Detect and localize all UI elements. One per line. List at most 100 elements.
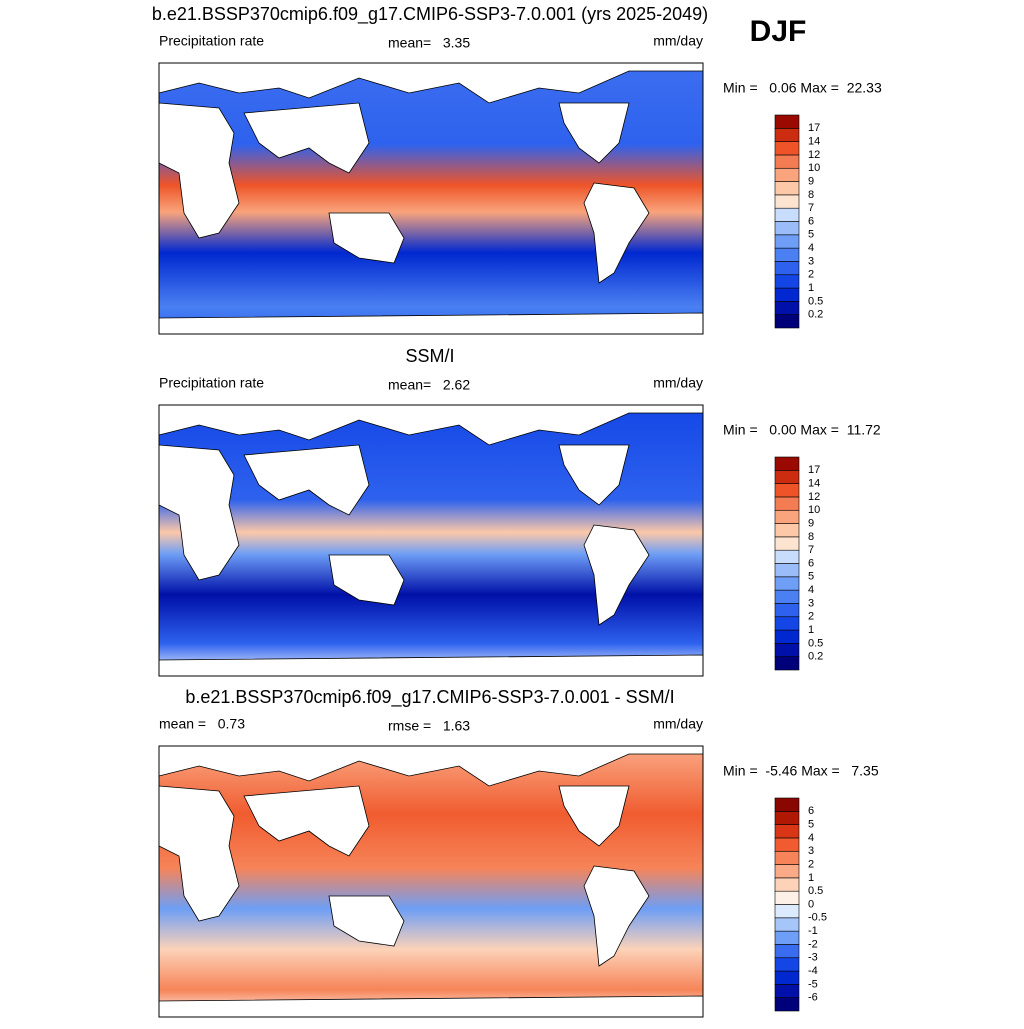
colorbar-label: 5	[808, 819, 814, 831]
colorbar-label: 14	[808, 478, 820, 490]
colorbar-label: -0.5	[808, 912, 827, 924]
colorbar-label: 2	[808, 269, 814, 281]
colorbar-box	[774, 301, 800, 315]
colorbar-box	[774, 128, 800, 142]
colorbar-box	[774, 523, 800, 538]
colorbar-box	[774, 563, 800, 578]
right-label: mm/day	[653, 33, 703, 49]
colorbar-label: -3	[808, 952, 818, 964]
left-label: Precipitation rate	[159, 33, 264, 49]
colorbar-box	[774, 629, 800, 644]
colorbar-label: 9	[808, 175, 814, 187]
colorbar-label: 6	[808, 557, 814, 569]
colorbar-label: 17	[808, 464, 820, 476]
min-max: Min = 0.06 Max = 22.33	[723, 80, 882, 96]
colorbar-label: 10	[808, 162, 820, 174]
colorbar-label: 0	[808, 898, 814, 910]
colorbar-box	[774, 877, 800, 892]
colorbar-box	[774, 797, 800, 812]
colorbar-box	[774, 141, 800, 156]
colorbar-label: 1	[808, 282, 814, 294]
colorbar-box	[774, 483, 800, 498]
colorbar-label: 7	[808, 544, 814, 556]
colorbar-box	[774, 643, 800, 657]
colorbar-label: 4	[808, 584, 814, 596]
colorbar-box	[774, 114, 800, 129]
colorbar-box	[774, 536, 800, 551]
colorbar-box	[774, 470, 800, 484]
colorbar-box	[774, 864, 800, 879]
colorbar-label: 0.2	[808, 651, 823, 663]
colorbar-label: -5	[808, 978, 818, 990]
land	[158, 785, 240, 922]
colorbar-box	[774, 837, 800, 852]
land	[243, 785, 370, 857]
colorbar-label: 2	[808, 611, 814, 623]
land	[158, 404, 704, 446]
land	[328, 554, 405, 606]
colorbar-box	[774, 496, 800, 511]
land	[328, 895, 405, 947]
colorbar-box	[774, 247, 800, 262]
panel-title: b.e21.BSSP370cmip6.f09_g17.CMIP6-SSP3-7.…	[152, 4, 708, 25]
map-frame	[158, 745, 704, 1018]
land	[158, 102, 240, 239]
map	[158, 404, 704, 677]
land	[158, 444, 240, 581]
center-label: mean= 3.35	[388, 35, 470, 51]
land	[558, 102, 630, 164]
colorbar-box	[774, 234, 800, 249]
center-label: rmse = 1.63	[388, 718, 470, 734]
colorbar-box	[774, 549, 800, 564]
colorbar-label: -1	[808, 925, 818, 937]
panel-title: b.e21.BSSP370cmip6.f09_g17.CMIP6-SSP3-7.…	[185, 687, 674, 708]
land	[583, 865, 650, 967]
colorbar-label: 7	[808, 202, 814, 214]
colorbar-box	[774, 314, 800, 329]
land	[558, 444, 630, 506]
colorbar-label: 0.5	[808, 637, 823, 649]
colorbar-box	[774, 207, 800, 222]
min-max: Min = 0.00 Max = 11.72	[723, 422, 881, 438]
colorbar-box	[774, 154, 800, 169]
colorbar-label: 3	[808, 597, 814, 609]
colorbar-box	[774, 456, 800, 471]
colorbar-box	[774, 917, 800, 932]
colorbar-box	[774, 261, 800, 276]
colorbar-label: 10	[808, 504, 820, 516]
colorbar-label: 3	[808, 255, 814, 267]
colorbar-label: 5	[808, 571, 814, 583]
left-label: Precipitation rate	[159, 375, 264, 391]
colorbar-box	[774, 850, 800, 865]
colorbar-label: 0.5	[808, 295, 823, 307]
land	[583, 524, 650, 626]
colorbar-label: 6	[808, 805, 814, 817]
land	[583, 182, 650, 284]
colorbar-label: 5	[808, 229, 814, 241]
colorbar-box	[774, 811, 800, 825]
panel-title: SSM/I	[405, 346, 454, 366]
land	[158, 745, 704, 787]
left-label: mean = 0.73	[159, 716, 245, 732]
colorbar-label: 12	[808, 491, 820, 503]
map	[158, 62, 704, 335]
colorbar-label: 4	[808, 832, 814, 844]
colorbar-box	[774, 509, 800, 524]
land	[243, 444, 370, 516]
colorbar-box	[774, 904, 800, 919]
colorbar-box	[774, 890, 800, 905]
colorbar-label: 3	[808, 845, 814, 857]
map	[158, 745, 704, 1018]
colorbar-label: 8	[808, 531, 814, 543]
colorbar-label: 8	[808, 189, 814, 201]
colorbar-box	[774, 984, 800, 998]
colorbar-box	[774, 656, 800, 671]
colorbar-box	[774, 167, 800, 182]
colorbar-box	[774, 997, 800, 1012]
colorbar-box	[774, 274, 800, 289]
colorbar-label: 4	[808, 242, 814, 254]
right-label: mm/day	[653, 716, 703, 732]
map-frame	[158, 62, 704, 335]
center-label: mean= 2.62	[388, 377, 470, 393]
